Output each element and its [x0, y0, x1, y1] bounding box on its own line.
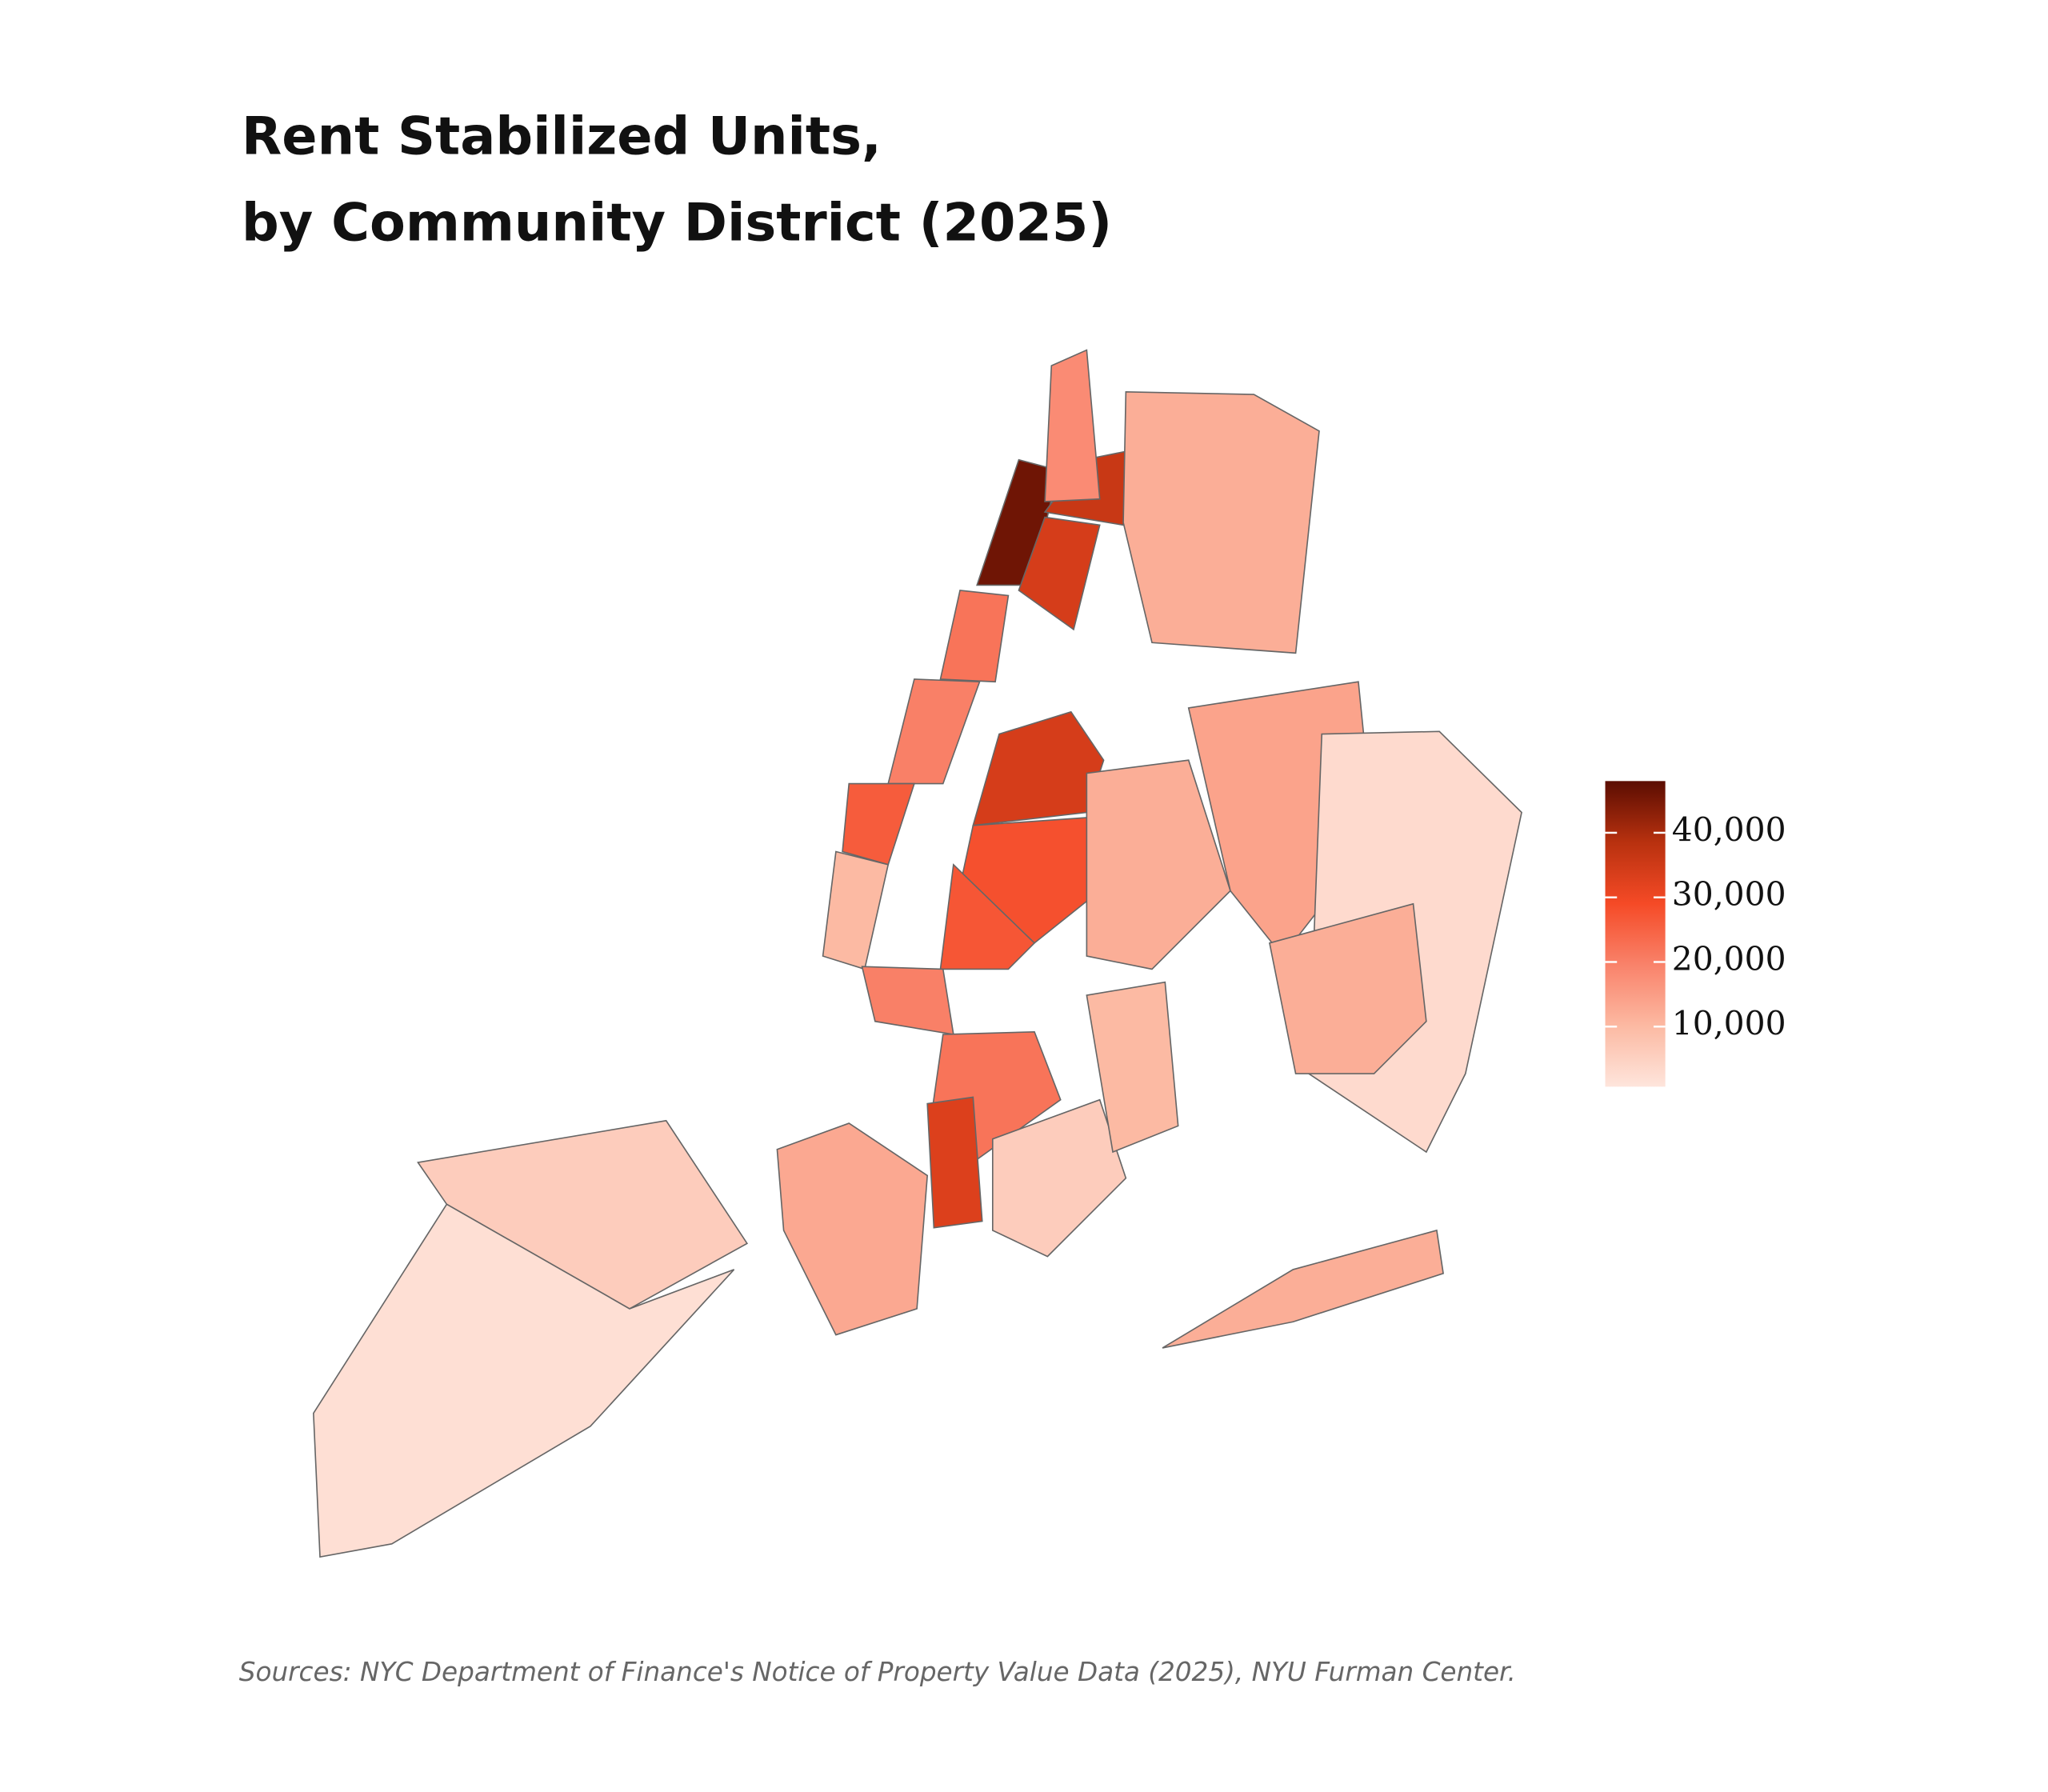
district	[1018, 516, 1101, 631]
district	[1086, 759, 1231, 970]
district	[926, 1096, 983, 1229]
chart-title: by Community District (2025)	[242, 192, 1112, 253]
tick-label: 10,000	[1672, 1005, 1786, 1043]
district	[1044, 349, 1101, 502]
chart-title: Rent Stabilized Units,	[242, 106, 882, 167]
source-note: Sources: NYC Department of Finance's Not…	[239, 1657, 1516, 1687]
colorbar	[1605, 781, 1666, 1087]
tick-label: 40,000	[1672, 810, 1786, 849]
district	[822, 850, 890, 970]
map	[313, 349, 1522, 1558]
district	[887, 678, 981, 785]
district	[1162, 1229, 1444, 1349]
district	[842, 782, 915, 866]
tick-label: 20,000	[1672, 940, 1786, 978]
district	[1122, 390, 1320, 654]
legend: 10,000 20,000 30,000 40,000	[1605, 781, 1786, 1087]
district	[313, 1203, 735, 1558]
district	[776, 1122, 929, 1336]
district	[1086, 981, 1179, 1154]
district	[992, 1098, 1127, 1258]
district	[939, 590, 1010, 683]
district	[972, 710, 1105, 826]
district	[861, 966, 954, 1036]
tick-label: 30,000	[1672, 875, 1786, 914]
district	[939, 863, 1036, 970]
district	[1268, 902, 1427, 1074]
district	[417, 1119, 749, 1310]
